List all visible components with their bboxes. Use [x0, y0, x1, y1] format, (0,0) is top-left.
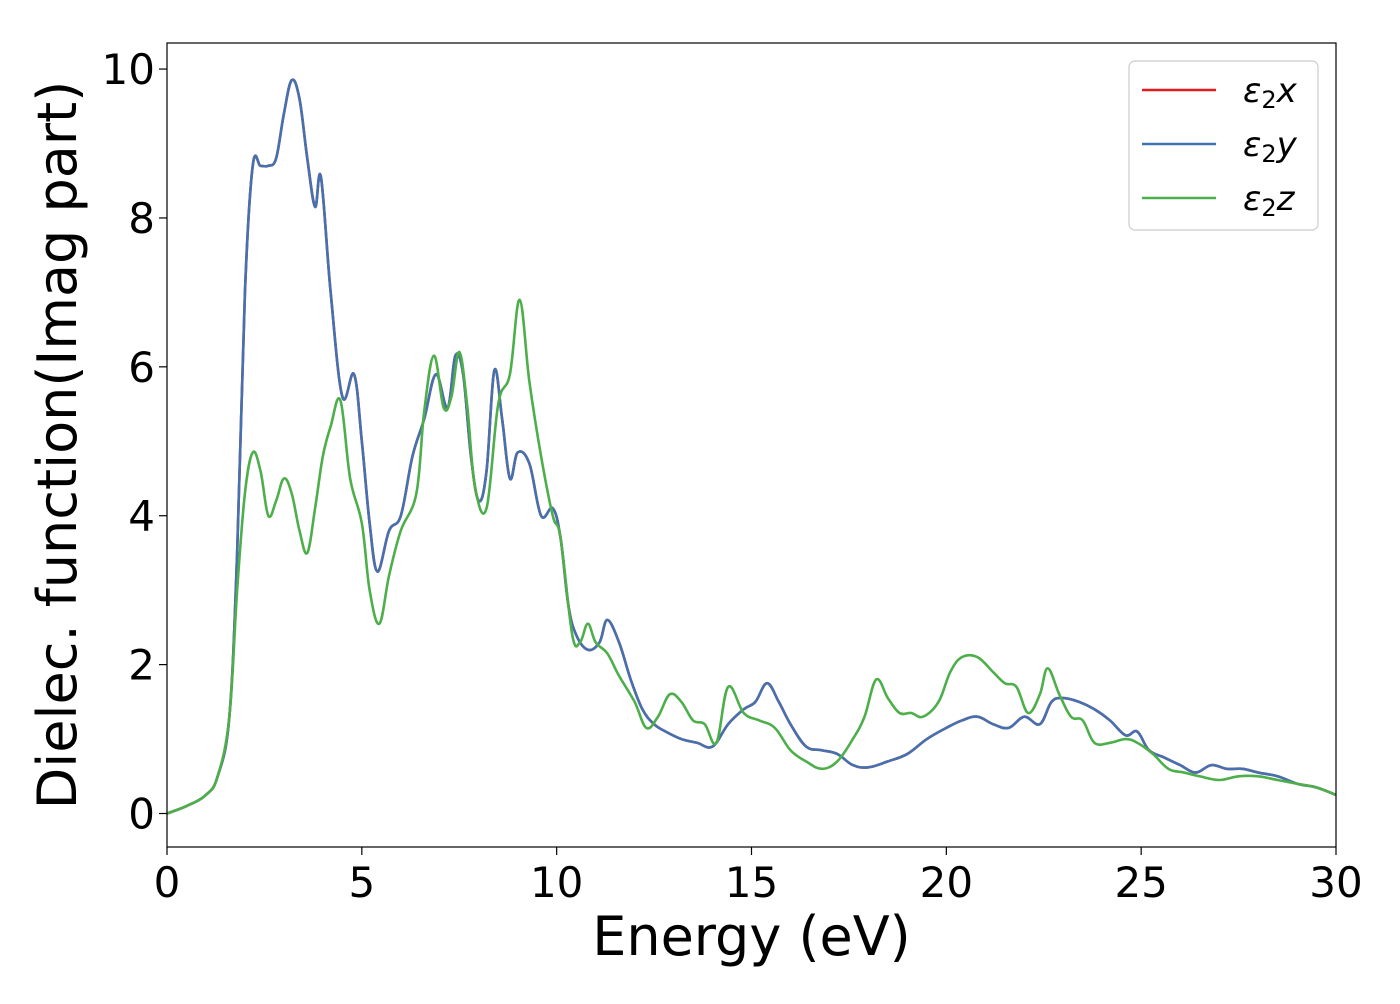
x-axis-ticks: 0 5 10 15 20 25 30	[154, 847, 1363, 907]
y-tick-label: 8	[128, 194, 155, 243]
x-tick-label: 25	[1114, 858, 1167, 907]
x-axis-label: Energy (eV)	[592, 905, 911, 968]
y-axis-ticks: 0 2 4 6 8 10	[102, 45, 167, 839]
x-tick-label: 0	[154, 858, 181, 907]
x-tick-label: 20	[920, 858, 973, 907]
legend-box	[1128, 60, 1319, 231]
legend-axis: x	[1276, 71, 1298, 111]
legend-subscript: 2	[1261, 86, 1276, 114]
legend-label-x: ε2x	[1243, 71, 1298, 114]
x-tick-label: 15	[725, 858, 778, 907]
legend-symbol: ε	[1243, 71, 1261, 111]
y-tick-label: 10	[102, 45, 155, 94]
x-tick-label: 30	[1309, 858, 1362, 907]
x-tick-label: 10	[530, 858, 583, 907]
series-line-y	[167, 78, 1336, 815]
legend-symbol: ε	[1243, 125, 1261, 165]
series-line-z	[167, 298, 1336, 815]
y-tick-label: 4	[128, 492, 155, 541]
y-axis-label: Dielec. function(Imag part)	[26, 81, 89, 810]
legend-axis: y	[1276, 125, 1298, 165]
y-tick-label: 0	[128, 790, 155, 839]
x-tick-label: 5	[348, 858, 375, 907]
legend-subscript: 2	[1261, 140, 1276, 168]
y-tick-label: 6	[128, 343, 155, 392]
legend-axis: z	[1276, 179, 1296, 219]
y-tick-label: 2	[128, 641, 155, 690]
legend-subscript: 2	[1261, 194, 1276, 222]
legend-label-y: ε2y	[1243, 125, 1298, 168]
legend-label-z: ε2z	[1243, 179, 1296, 222]
legend-symbol: ε	[1243, 179, 1261, 219]
series-layer	[167, 78, 1336, 815]
